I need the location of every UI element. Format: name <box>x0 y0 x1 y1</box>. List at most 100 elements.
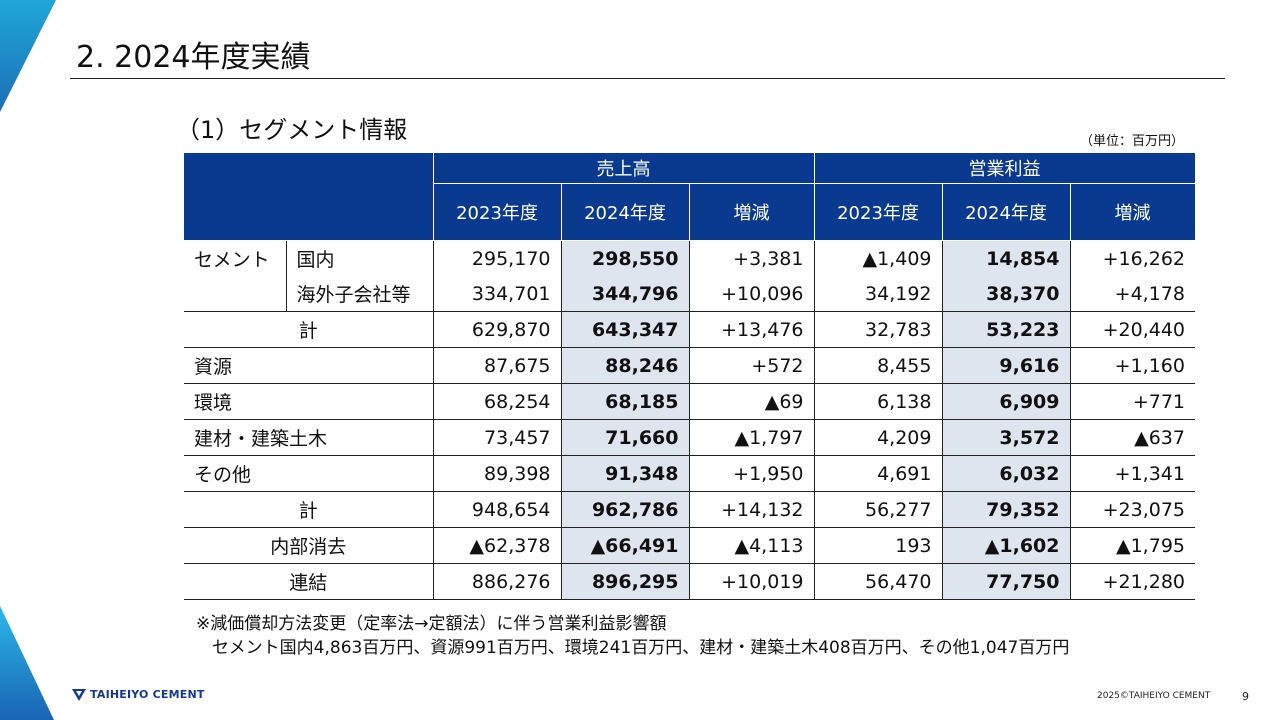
cell-value: 56,470 <box>813 563 942 600</box>
row-label: 国内 <box>285 240 433 276</box>
cell-value: 79,352 <box>941 491 1070 528</box>
cell-value: ▲1,602 <box>941 527 1070 564</box>
cell-value: +23,075 <box>1069 491 1195 528</box>
logo-text: TAIHEIYO CEMENT <box>90 688 205 701</box>
header-row-groups: 売上高 営業利益 <box>184 152 1196 241</box>
header-operating-profit: 営業利益 <box>813 152 1196 184</box>
cell-value: 68,185 <box>560 383 689 420</box>
table-row: その他 89,398 91,348 +1,950 4,691 6,032 +1,… <box>184 455 1195 492</box>
table-row: 内部消去 ▲62,378 ▲66,491 ▲4,113 193 ▲1,602 ▲… <box>184 527 1195 564</box>
header-sales-2024: 2024年度 <box>560 183 690 241</box>
row-label-empty <box>184 276 286 312</box>
cell-value: 34,192 <box>813 276 942 312</box>
cell-value: 295,170 <box>432 240 561 276</box>
cell-value: 91,348 <box>560 455 689 492</box>
cell-value: 73,457 <box>432 419 561 456</box>
cell-value: ▲637 <box>1069 419 1195 456</box>
cell-value: +1,950 <box>688 455 814 492</box>
header-sales-2023: 2023年度 <box>432 183 562 241</box>
cell-value: 4,209 <box>813 419 942 456</box>
cell-value: 56,277 <box>813 491 942 528</box>
cell-value: 962,786 <box>560 491 689 528</box>
cell-value: 6,138 <box>813 383 942 420</box>
row-label-cement: セメント <box>194 249 270 271</box>
cell-value: ▲1,409 <box>813 240 942 276</box>
header-op-2024: 2024年度 <box>941 183 1071 241</box>
cell-value: 71,660 <box>560 419 689 456</box>
cell-value: 948,654 <box>432 491 561 528</box>
table-row: セメント 国内 295,170 298,550 +3,381 ▲1,409 14… <box>184 240 1195 276</box>
cell-value: 6,032 <box>941 455 1070 492</box>
row-label: 内部消去 <box>184 527 433 564</box>
cell-value: 334,701 <box>432 276 561 312</box>
cell-value: 886,276 <box>432 563 561 600</box>
cell-value: +572 <box>688 347 814 384</box>
cell-value: +20,440 <box>1069 311 1195 348</box>
row-label: 連結 <box>184 563 433 600</box>
cell-value: 896,295 <box>560 563 689 600</box>
row-label: 建材・建築土木 <box>184 419 433 456</box>
cell-value: +16,262 <box>1069 240 1195 276</box>
bottom-left-decoration <box>0 606 54 720</box>
row-label: 海外子会社等 <box>285 276 433 312</box>
header-op-diff: 増減 <box>1069 183 1196 241</box>
cell-value: ▲69 <box>688 383 814 420</box>
header-row-years: 2023年度 2024年度 増減 2023年度 2024年度 増減 <box>184 183 1196 241</box>
table-row: 環境 68,254 68,185 ▲69 6,138 6,909 +771 <box>184 383 1195 420</box>
cell-value: 38,370 <box>941 276 1070 312</box>
cell-value: 6,909 <box>941 383 1070 420</box>
logo-mark-icon <box>72 688 86 701</box>
cell-value: +771 <box>1069 383 1195 420</box>
title-divider <box>70 78 1225 79</box>
table-row: 計 948,654 962,786 +14,132 56,277 79,352 … <box>184 491 1195 528</box>
cell-value: 344,796 <box>560 276 689 312</box>
cell-value: ▲66,491 <box>560 527 689 564</box>
cell-value: 68,254 <box>432 383 561 420</box>
header-sales-diff: 増減 <box>688 183 815 241</box>
header-op-2023: 2023年度 <box>813 183 943 241</box>
page-number: 9 <box>1242 690 1249 703</box>
company-logo: TAIHEIYO CEMENT <box>72 688 205 701</box>
unit-label: （単位：百万円） <box>1080 134 1185 149</box>
page-title: 2. 2024年度実績 <box>76 40 311 75</box>
cell-value: +4,178 <box>1069 276 1195 312</box>
row-label: 計 <box>184 311 433 348</box>
footnote-line-1: ※減価償却方法変更（定率法→定額法）に伴う営業利益影響額 <box>196 614 667 634</box>
row-label: 環境 <box>184 383 433 420</box>
row-label: 計 <box>184 491 433 528</box>
cell-value: +1,341 <box>1069 455 1195 492</box>
cell-value: +21,280 <box>1069 563 1195 600</box>
table-row: 計 629,870 643,347 +13,476 32,783 53,223 … <box>184 311 1195 348</box>
copyright: 2025©TAIHEIYO CEMENT <box>1097 691 1211 701</box>
cell-value: 9,616 <box>941 347 1070 384</box>
header-blank-cell <box>184 152 434 241</box>
footnote-line-2: セメント国内4,863百万円、資源991百万円、環境241百万円、建材・建築土木… <box>212 638 1070 658</box>
cell-value: 8,455 <box>813 347 942 384</box>
cell-value: +13,476 <box>688 311 814 348</box>
row-label: その他 <box>184 455 433 492</box>
row-label: 資源 <box>184 347 433 384</box>
cell-value: 193 <box>813 527 942 564</box>
cell-value: 14,854 <box>941 240 1070 276</box>
cell-value: 3,572 <box>941 419 1070 456</box>
table-row: 海外子会社等 334,701 344,796 +10,096 34,192 38… <box>184 276 1195 312</box>
section-subtitle: （1）セグメント情報 <box>176 116 408 144</box>
segment-table: 売上高 営業利益 2023年度 2024年度 増減 2023年度 2024年度 … <box>184 152 1196 600</box>
cell-value: ▲1,797 <box>688 419 814 456</box>
cell-value: +10,019 <box>688 563 814 600</box>
cell-value: 629,870 <box>432 311 561 348</box>
cell-value: ▲62,378 <box>432 527 561 564</box>
top-left-decoration <box>0 0 56 112</box>
cell-value: 643,347 <box>560 311 689 348</box>
cell-value: 298,550 <box>560 240 689 276</box>
table-row: 建材・建築土木 73,457 71,660 ▲1,797 4,209 3,572… <box>184 419 1195 456</box>
cell-value: +10,096 <box>688 276 814 312</box>
table-row: 資源 87,675 88,246 +572 8,455 9,616 +1,160 <box>184 347 1195 384</box>
cell-value: 32,783 <box>813 311 942 348</box>
cell-value: 88,246 <box>560 347 689 384</box>
cell-value: +1,160 <box>1069 347 1195 384</box>
cell-value: ▲4,113 <box>688 527 814 564</box>
cell-value: +3,381 <box>688 240 814 276</box>
cell-value: 4,691 <box>813 455 942 492</box>
cell-value: 87,675 <box>432 347 561 384</box>
